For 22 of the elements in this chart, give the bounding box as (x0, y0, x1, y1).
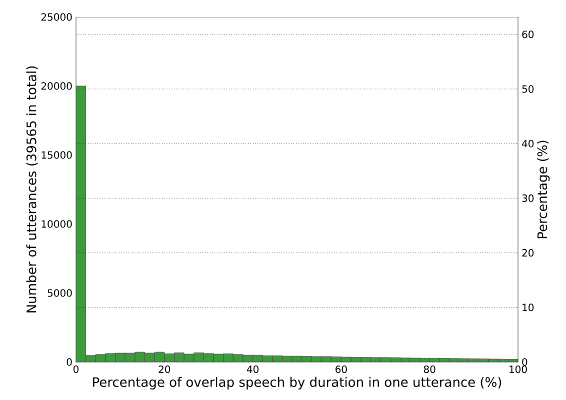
y2-tick-label: 30 (522, 194, 534, 202)
y2-tick-label: 40 (522, 140, 534, 148)
y-tick-label: 20000 (41, 82, 72, 90)
y-tick-label: 5000 (48, 289, 72, 297)
x-tick-label: 60 (336, 366, 347, 374)
y-tick-label: 0 (66, 358, 72, 366)
x-tick-label: 40 (246, 366, 259, 374)
y2-tick-label: 10 (522, 304, 534, 312)
y2-tick-label: 0 (522, 358, 528, 366)
y2-tick-label: 50 (522, 85, 534, 93)
x-tick-label: 20 (158, 366, 170, 374)
x-tick-label: 0 (73, 366, 79, 374)
y2-axis-title: Percentage (%) (537, 140, 550, 238)
x-tick-label: 100 (510, 366, 527, 374)
y-axis-title: Number of utterances (39565 in total) (26, 66, 38, 312)
x-axis-title: Percentage of overlap speech by duration in one utterance (%) (93, 376, 502, 390)
y-tick-label: 15000 (42, 151, 72, 159)
y2-tick-label: 20 (522, 249, 534, 257)
x-tick-label: 80 (424, 366, 436, 374)
y2-tick-label: 60 (522, 30, 534, 38)
y-tick-label: 10000 (42, 220, 72, 228)
y-tick-label: 25000 (41, 13, 72, 21)
